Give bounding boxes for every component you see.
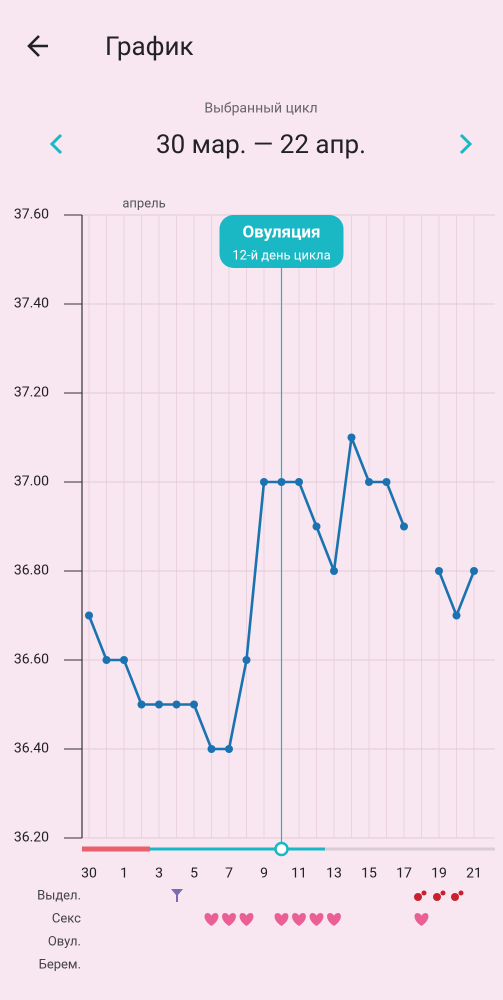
x-tick-label: 7 bbox=[225, 866, 233, 882]
discharge-icon bbox=[440, 890, 446, 896]
y-tick-label: 37.00 bbox=[14, 474, 49, 490]
x-tick-label: 5 bbox=[190, 866, 198, 882]
ovulation-title: Овуляция bbox=[242, 222, 320, 242]
discharge-icon bbox=[414, 893, 422, 901]
y-tick-label: 37.20 bbox=[14, 385, 49, 401]
heart-icon bbox=[292, 913, 306, 926]
discharge-icon bbox=[458, 890, 464, 896]
temperature-point bbox=[242, 656, 251, 664]
heart-icon bbox=[239, 913, 254, 926]
row-label: Берем. bbox=[39, 957, 81, 972]
y-tick-label: 36.40 bbox=[14, 741, 49, 757]
heart-icon bbox=[222, 913, 236, 926]
temperature-point bbox=[347, 433, 356, 442]
y-tick-label: 36.80 bbox=[14, 563, 49, 579]
x-tick-label: 15 bbox=[361, 866, 377, 882]
cycle-caption: Выбранный цикл bbox=[204, 101, 317, 117]
cycle-range: 30 мар. — 22 апр. bbox=[156, 130, 366, 160]
x-tick-label: 1 bbox=[120, 866, 128, 882]
y-tick-label: 36.20 bbox=[14, 830, 49, 846]
back-button[interactable] bbox=[27, 35, 48, 57]
heart-icon bbox=[274, 913, 289, 926]
prev-cycle[interactable] bbox=[49, 133, 63, 155]
heart-icon bbox=[414, 913, 429, 926]
x-tick-label: 30 bbox=[81, 866, 97, 882]
discharge-icon bbox=[433, 893, 441, 901]
row-label: Овул. bbox=[48, 934, 81, 949]
row-label: Секс bbox=[52, 911, 81, 926]
x-tick-label: 19 bbox=[431, 866, 447, 882]
y-tick-label: 36.60 bbox=[14, 652, 49, 668]
x-tick-label: 17 bbox=[396, 866, 412, 882]
temperature-point bbox=[400, 522, 408, 531]
temperature-point bbox=[260, 478, 268, 486]
temperature-point bbox=[172, 700, 181, 709]
temperature-point bbox=[190, 700, 198, 709]
temperature-point bbox=[277, 478, 286, 486]
temperature-point bbox=[330, 567, 338, 575]
y-tick-label: 37.60 bbox=[14, 207, 49, 223]
temperature-point bbox=[435, 567, 443, 575]
x-tick-label: 11 bbox=[291, 866, 307, 882]
discharge-icon bbox=[451, 893, 459, 901]
temperature-point bbox=[312, 522, 321, 531]
temperature-point bbox=[120, 656, 128, 664]
ovulation-badge bbox=[219, 215, 344, 268]
heart-icon bbox=[309, 913, 324, 926]
temperature-point bbox=[452, 611, 461, 620]
ovulation-subtitle: 12-й день цикла bbox=[232, 248, 330, 263]
next-cycle[interactable] bbox=[459, 133, 473, 155]
temperature-point bbox=[155, 700, 163, 709]
y-tick-label: 37.40 bbox=[14, 296, 49, 312]
temperature-point bbox=[137, 700, 146, 709]
discharge-icon bbox=[421, 890, 427, 896]
ovulation-marker bbox=[274, 841, 289, 857]
page-title: График bbox=[105, 32, 194, 62]
heart-icon bbox=[327, 913, 341, 926]
row-label: Выдел. bbox=[37, 888, 81, 903]
temperature-point bbox=[365, 478, 373, 486]
temperature-point bbox=[225, 745, 233, 753]
temperature-point bbox=[85, 611, 93, 620]
temperature-point bbox=[470, 567, 478, 575]
heart-icon bbox=[204, 913, 219, 926]
x-tick-label: 21 bbox=[466, 866, 482, 882]
temperature-point bbox=[102, 656, 111, 664]
mucus-icon bbox=[171, 889, 183, 902]
temperature-point bbox=[382, 478, 391, 486]
month-label: апрель bbox=[122, 196, 165, 211]
x-tick-label: 9 bbox=[260, 866, 268, 882]
temperature-point bbox=[295, 478, 303, 486]
x-tick-label: 13 bbox=[326, 866, 342, 882]
temperature-point bbox=[207, 745, 216, 753]
x-tick-label: 3 bbox=[155, 866, 163, 882]
